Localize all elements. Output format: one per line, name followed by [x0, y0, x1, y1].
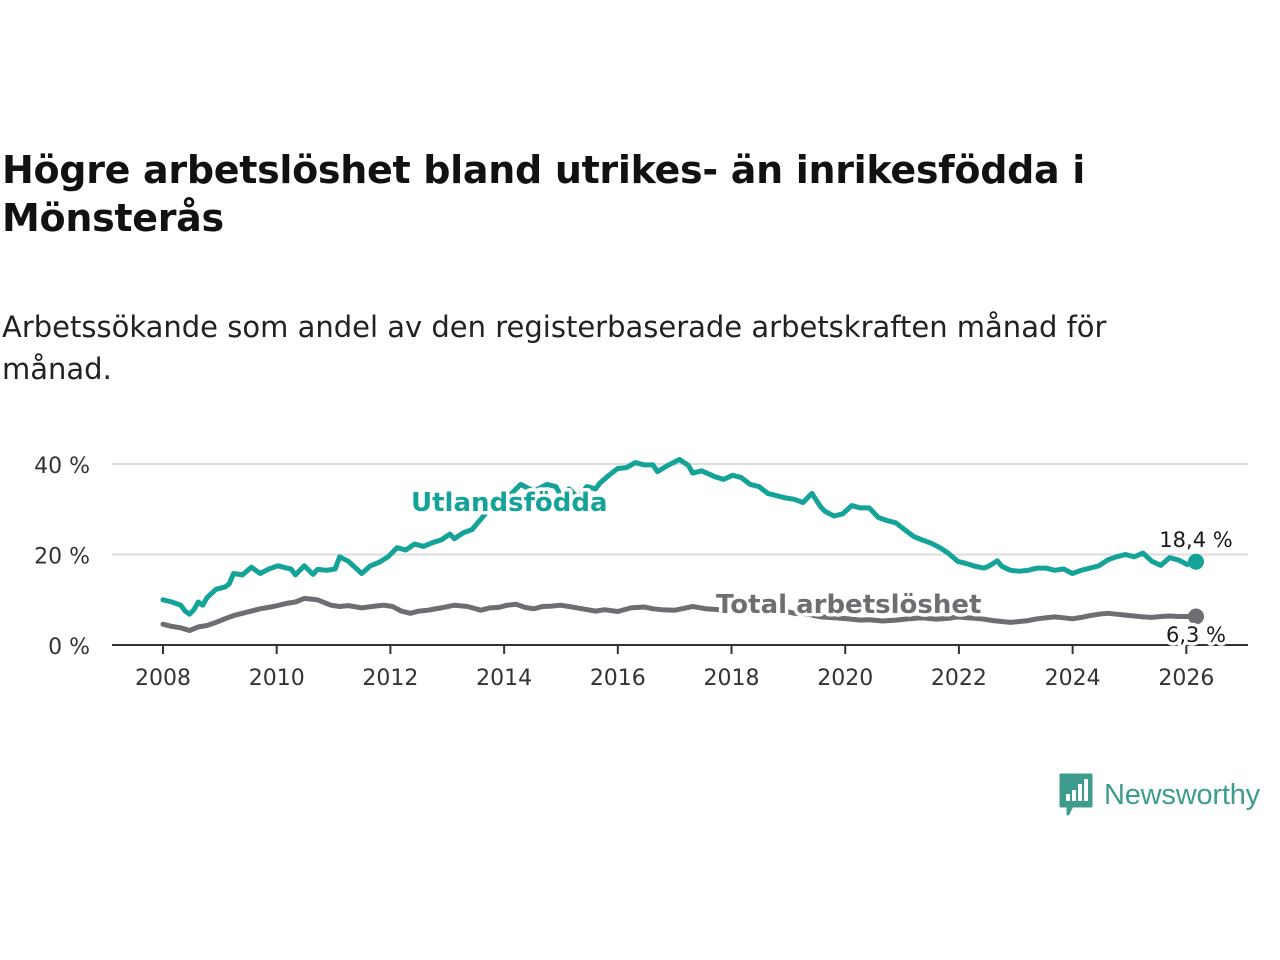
- x-tick-label: 2012: [362, 666, 418, 691]
- brand-name: Newsworthy: [1104, 778, 1260, 811]
- x-tick-label: 2018: [704, 666, 760, 691]
- newsworthy-logo-icon: [1059, 773, 1093, 816]
- end-value-label-total: 6,3 %: [1166, 623, 1226, 647]
- newsworthy-logo: Newsworthy: [1058, 772, 1260, 818]
- x-tick-label: 2008: [135, 666, 191, 691]
- gridlines: [112, 463, 1248, 556]
- series-lines: [160, 457, 1204, 633]
- end-point-total-arbetsl-shet: [1188, 608, 1204, 625]
- series-label-total: Total arbetslöshet: [716, 590, 981, 620]
- series-label-utlandsfodda: Utlandsfödda: [411, 488, 608, 518]
- x-axis: 2008 2010 2012 2014 2016 2018 2020 2022 2024 2026: [112, 644, 1248, 691]
- y-axis-tick-labels: 0 % 20 % 40 %: [34, 454, 90, 660]
- chart-subtitle: Arbetssökande som andel av den registerb…: [2, 310, 1107, 386]
- end-value-label-utlandsfodda-halo: 18,4 %: [1159, 528, 1232, 552]
- chart-title: Högre arbetslöshet bland utrikes- än inr…: [2, 148, 1085, 240]
- line-chart: 0 % 20 % 40 % 2008 2010 2012 2014 2016 2018 2020…: [34, 454, 1248, 691]
- x-tick-label: 2024: [1045, 666, 1101, 691]
- end-value-label-utlandsfodda: 18,4 %: [1159, 528, 1232, 552]
- y-tick-label: 20 %: [34, 545, 90, 570]
- end-point-utlandsf-dda: [1188, 553, 1204, 570]
- y-tick-label: 0 %: [48, 635, 90, 660]
- x-tick-label: 2014: [476, 666, 532, 691]
- x-tick-label: 2016: [590, 666, 646, 691]
- x-tick-label: 2022: [931, 666, 987, 691]
- x-tick-label: 2026: [1158, 666, 1214, 691]
- series-label-total-halo: Total arbetslöshet: [716, 590, 981, 620]
- end-value-label-total-halo: 6,3 %: [1166, 623, 1226, 647]
- series-line-total-arbetsl-shet: [160, 595, 1199, 633]
- x-tick-label: 2010: [249, 666, 305, 691]
- x-tick-label: 2020: [817, 666, 873, 691]
- series-line-utlandsf-dda: [160, 457, 1199, 617]
- series-label-utlandsfodda-halo: Utlandsfödda: [411, 488, 608, 518]
- y-tick-label: 40 %: [34, 454, 90, 479]
